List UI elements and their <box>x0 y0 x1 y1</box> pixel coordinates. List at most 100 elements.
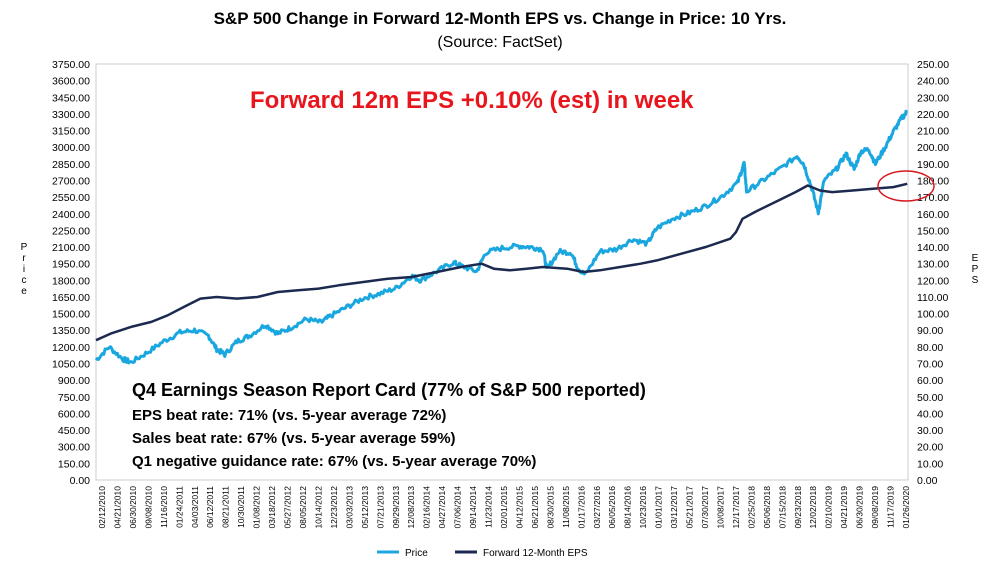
x-tick: 10/30/2011 <box>236 486 246 528</box>
x-tick: 08/05/2012 <box>298 486 308 529</box>
x-tick: 02/16/2014 <box>422 486 432 529</box>
legend-label-eps: Forward 12-Month EPS <box>483 548 588 559</box>
x-tick: 12/17/2017 <box>731 486 741 529</box>
right-y-axis: 0.00 10.00 20.00 30.00 40.00 50.00 60.00 70.00 8… <box>917 59 949 487</box>
y-tick-right: 220.00 <box>917 109 949 121</box>
y-tick-right: 230.00 <box>917 92 949 104</box>
y-tick-right: 150.00 <box>917 225 949 237</box>
x-tick: 05/27/2012 <box>283 486 293 529</box>
left-y-axis: 0.00 150.00 300.00 450.00 600.00 750.00 900.00… <box>52 59 90 487</box>
y-tick-right: 200.00 <box>917 142 949 154</box>
x-tick: 02/01/2015 <box>499 486 509 529</box>
y-tick-left: 2550.00 <box>52 192 90 204</box>
y-tick-right: 130.00 <box>917 259 949 271</box>
y-tick-left: 2250.00 <box>52 225 90 237</box>
y-tick-right: 50.00 <box>917 392 943 404</box>
x-tick: 03/12/2017 <box>669 486 679 529</box>
y-tick-right: 10.00 <box>917 458 943 470</box>
x-tick: 04/03/2011 <box>190 486 200 528</box>
report-card-eps-beat: EPS beat rate: 71% (vs. 5-year average 7… <box>132 407 446 424</box>
y-tick-right: 70.00 <box>917 359 943 371</box>
x-tick: 04/12/2015 <box>514 486 524 529</box>
y-tick-left: 1950.00 <box>52 259 90 271</box>
y-tick-left: 2400.00 <box>52 209 90 221</box>
y-tick-right: 140.00 <box>917 242 949 254</box>
y-tick-right: 60.00 <box>917 375 943 387</box>
x-tick: 07/30/2017 <box>700 486 710 529</box>
y-tick-left: 3000.00 <box>52 142 90 154</box>
x-tick: 08/21/2011 <box>221 486 231 528</box>
y-tick-right: 20.00 <box>917 442 943 454</box>
x-tick: 01/17/2016 <box>576 486 586 529</box>
y-tick-left: 1800.00 <box>52 275 90 287</box>
x-tick: 07/15/2018 <box>777 486 787 529</box>
report-card-guidance: Q1 negative guidance rate: 67% (vs. 5-ye… <box>132 453 536 470</box>
x-tick: 03/03/2013 <box>344 486 354 529</box>
y-tick-right: 100.00 <box>917 309 949 321</box>
x-tick: 03/27/2016 <box>592 486 602 529</box>
x-tick: 02/12/2010 <box>97 486 107 529</box>
x-tick: 01/01/2017 <box>654 486 664 529</box>
y-tick-left: 2100.00 <box>52 242 90 254</box>
x-tick: 09/08/2010 <box>143 486 153 529</box>
y-tick-left: 1350.00 <box>52 325 90 337</box>
x-tick: 08/30/2015 <box>545 486 555 529</box>
y-tick-right: 30.00 <box>917 425 943 437</box>
x-tick: 05/06/2018 <box>762 486 772 529</box>
x-tick: 06/30/2010 <box>128 486 138 529</box>
x-tick: 06/05/2016 <box>607 486 617 529</box>
x-tick: 01/24/2011 <box>174 486 184 528</box>
x-tick: 02/25/2018 <box>746 486 756 529</box>
y-tick-left: 3450.00 <box>52 92 90 104</box>
y-tick-right: 240.00 <box>917 76 949 88</box>
y-tick-left: 1200.00 <box>52 342 90 354</box>
series-line-price <box>94 109 909 365</box>
y-tick-right: 170.00 <box>917 192 949 204</box>
chart-title: S&P 500 Change in Forward 12-Month EPS v… <box>214 9 787 28</box>
y-tick-left: 450.00 <box>58 425 90 437</box>
x-tick: 03/18/2012 <box>267 486 277 529</box>
plot-area <box>95 63 909 481</box>
x-tick: 02/10/2019 <box>824 486 834 529</box>
y-tick-left: 1500.00 <box>52 309 90 321</box>
x-tick: 06/21/2015 <box>530 486 540 529</box>
x-tick: 04/21/2019 <box>839 486 849 529</box>
y-tick-left: 3600.00 <box>52 76 90 88</box>
x-tick: 05/12/2013 <box>360 486 370 529</box>
x-tick: 01/08/2012 <box>252 486 262 529</box>
series-line-eps <box>95 182 908 342</box>
y-tick-right: 110.00 <box>917 292 948 304</box>
report-card-title: Q4 Earnings Season Report Card (77% of S… <box>132 380 646 400</box>
x-tick: 06/30/2019 <box>855 486 865 529</box>
y-tick-right: 40.00 <box>917 408 943 420</box>
x-tick: 11/08/2015 <box>561 486 571 528</box>
y-tick-right: 190.00 <box>917 159 949 171</box>
y-tick-left: 2700.00 <box>52 175 90 187</box>
x-tick: 12/23/2012 <box>329 486 339 529</box>
y-tick-left: 300.00 <box>58 442 90 454</box>
x-tick: 07/06/2014 <box>453 486 463 529</box>
highlight-circle <box>877 170 935 202</box>
legend-label-price: Price <box>405 548 428 559</box>
legend: Price Forward 12-Month EPS <box>377 548 588 559</box>
x-tick: 10/23/2016 <box>638 486 648 529</box>
y-tick-left: 2850.00 <box>52 159 90 171</box>
x-tick: 09/23/2018 <box>793 486 803 529</box>
x-tick: 05/21/2017 <box>685 486 695 529</box>
x-tick: 10/08/2017 <box>715 486 725 529</box>
eps-week-annotation: Forward 12m EPS +0.10% (est) in week <box>250 87 694 114</box>
x-tick: 09/29/2013 <box>391 486 401 529</box>
y-tick-left: 0.00 <box>70 475 91 487</box>
y-tick-left: 150.00 <box>58 458 90 470</box>
y-tick-right: 210.00 <box>917 126 949 138</box>
x-tick: 08/14/2016 <box>623 486 633 529</box>
x-tick: 12/08/2013 <box>406 486 416 529</box>
y-tick-left: 900.00 <box>58 375 90 387</box>
x-tick: 12/02/2018 <box>808 486 818 529</box>
x-tick: 04/21/2010 <box>112 486 122 529</box>
y-tick-left: 750.00 <box>58 392 90 404</box>
x-tick: 06/12/2011 <box>205 486 215 528</box>
